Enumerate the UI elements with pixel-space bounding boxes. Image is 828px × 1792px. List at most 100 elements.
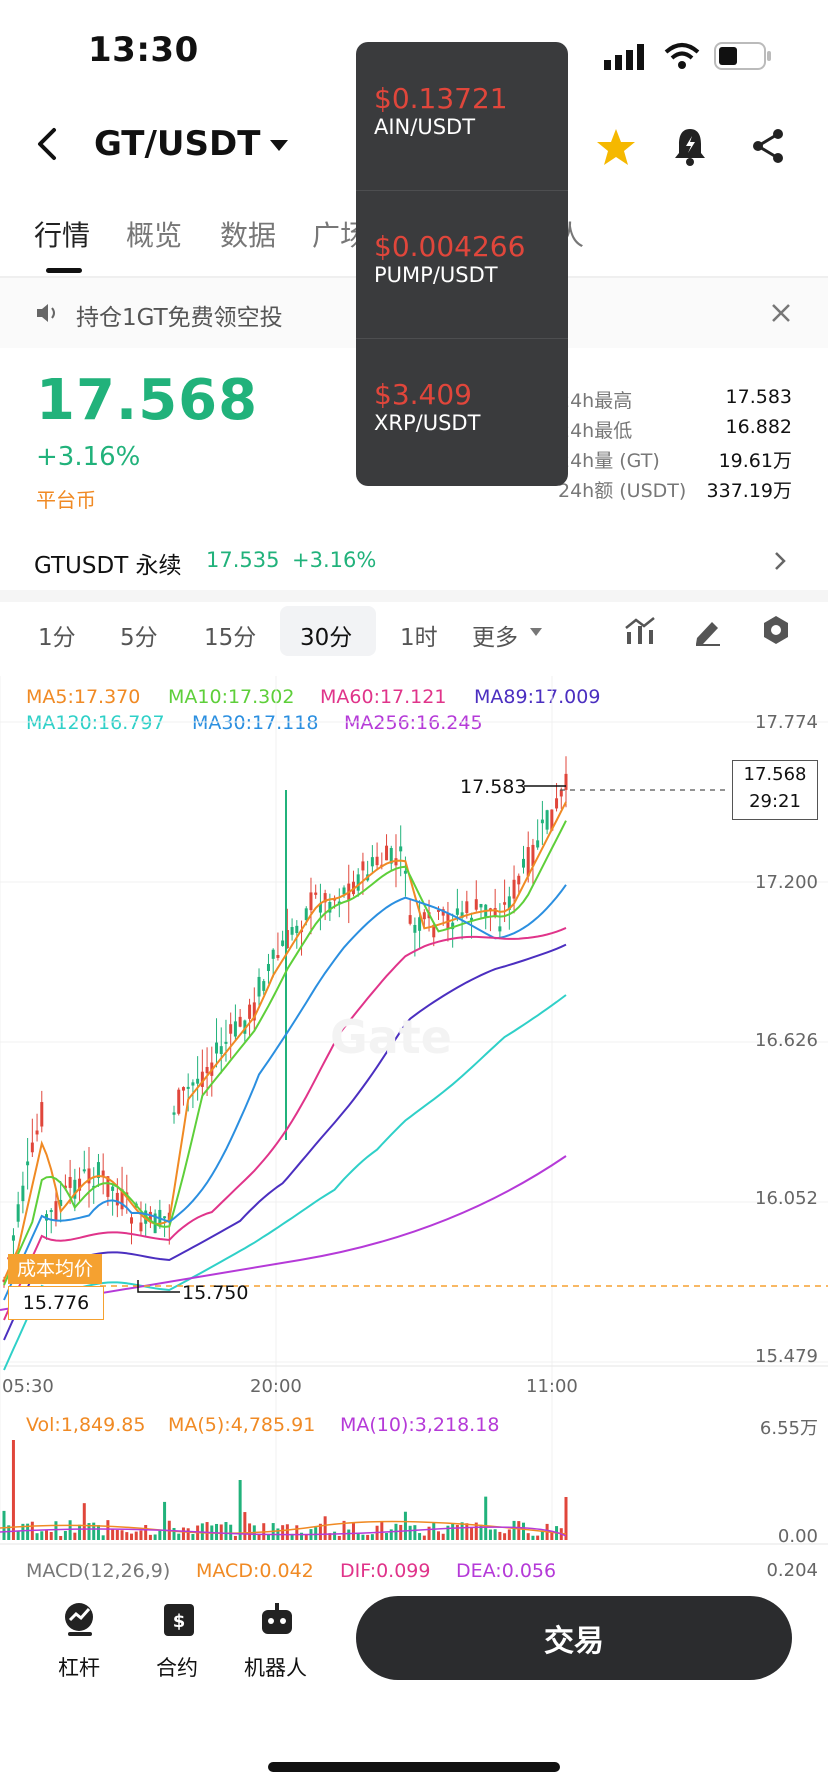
candle-body — [243, 1020, 247, 1034]
leverage-label[interactable]: 杠杆 — [58, 1656, 100, 1680]
interval-more[interactable]: 更多 — [472, 625, 518, 651]
price-change: +3.16% — [36, 442, 141, 472]
candle-body — [120, 1189, 124, 1210]
notice-text[interactable]: 持仓1GT免费领空投 — [76, 305, 283, 331]
volume-ma5-line — [0, 1520, 567, 1535]
back-icon[interactable] — [30, 126, 66, 162]
volume-bar — [385, 1533, 389, 1540]
interval-1m[interactable]: 1分 — [38, 625, 76, 651]
candle-body — [526, 847, 530, 877]
volume-bar — [488, 1529, 492, 1540]
pair-title[interactable]: GT/USDT — [94, 124, 261, 164]
interval-15m[interactable]: 15分 — [204, 625, 257, 651]
tab-overview[interactable]: 概览 — [126, 219, 183, 252]
volume-bar — [49, 1532, 53, 1540]
volume-bar — [337, 1535, 341, 1540]
chevron-right-icon[interactable] — [772, 550, 788, 576]
volume-bar — [380, 1521, 384, 1540]
volume-ma10-line — [0, 1526, 567, 1537]
candle-body — [521, 858, 525, 868]
candle-body — [172, 1112, 176, 1115]
popup-price: $0.004266 — [374, 230, 526, 263]
volume-bar — [300, 1532, 304, 1540]
perpetual-label[interactable]: GTUSDT 永续 — [34, 553, 182, 579]
volume-bar — [59, 1535, 63, 1540]
tab-market[interactable]: 行情 — [34, 219, 91, 252]
indicator-icon[interactable] — [624, 616, 656, 650]
volume-bar — [243, 1512, 247, 1540]
y-axis-label: 15.479 — [755, 1346, 818, 1367]
volume-bar — [342, 1520, 346, 1540]
contract-icon[interactable]: $ — [162, 1600, 196, 1642]
popup-divider — [356, 190, 568, 191]
volume-bar — [323, 1516, 327, 1540]
close-icon[interactable] — [770, 302, 792, 328]
volume-bar — [163, 1501, 167, 1540]
volume-bar — [186, 1528, 190, 1540]
current-price-value: 17.568 — [743, 764, 807, 785]
popup-item[interactable]: $3.409 XRP/USDT — [374, 378, 480, 435]
candle-body — [54, 1201, 58, 1221]
candlestick-chart[interactable] — [0, 676, 828, 1586]
low-marker-line — [137, 1280, 180, 1293]
bot-icon[interactable] — [258, 1600, 296, 1642]
candle-body — [385, 845, 389, 861]
cost-average-label[interactable]: 成本均价 — [8, 1254, 102, 1284]
candle-body — [215, 1042, 219, 1054]
caret-down-icon[interactable] — [530, 628, 542, 636]
ma89-legend: MA89:17.009 — [474, 686, 601, 708]
macd-legend: MACD(12,26,9) — [26, 1560, 171, 1582]
candle-body — [63, 1185, 67, 1189]
volume-bar — [418, 1533, 422, 1540]
candle-body — [470, 917, 474, 921]
volume-bar — [26, 1523, 30, 1540]
bot-label[interactable]: 机器人 — [244, 1656, 307, 1680]
popup-item[interactable]: $0.13721 AIN/USDT — [374, 82, 508, 139]
candle-body — [2, 1279, 6, 1282]
share-icon[interactable] — [750, 128, 786, 168]
interval-30m[interactable]: 30分 — [300, 625, 353, 651]
volume-bar — [451, 1523, 455, 1540]
x-axis-label: 11:00 — [526, 1376, 578, 1397]
alert-bell-icon[interactable] — [672, 126, 708, 170]
volume-bar — [389, 1529, 393, 1540]
interval-5m[interactable]: 5分 — [120, 625, 158, 651]
macd-max-label: 0.204 — [766, 1560, 818, 1581]
volume-bar — [436, 1531, 440, 1540]
stat-label-volume: 24h量 (GT) — [558, 450, 660, 472]
candle-body — [314, 892, 318, 895]
popup-item[interactable]: $0.004266 PUMP/USDT — [374, 230, 525, 287]
candle-body — [375, 856, 379, 866]
volume-bar — [507, 1529, 511, 1540]
chevron-down-icon[interactable] — [270, 140, 288, 151]
volume-bar — [82, 1503, 86, 1540]
category-tag[interactable]: 平台币 — [36, 488, 96, 512]
candle-body — [328, 902, 332, 913]
volume-bar — [540, 1531, 544, 1540]
tab-data[interactable]: 数据 — [220, 219, 277, 252]
volume-zero-label: 0.00 — [777, 1526, 818, 1547]
volume-bar — [92, 1522, 96, 1540]
candle-body — [399, 846, 403, 852]
trade-button[interactable]: 交易 — [356, 1596, 792, 1680]
candle-body — [413, 924, 417, 933]
candle-body — [451, 922, 455, 930]
ticker-popup[interactable]: $0.13721 AIN/USDT $0.004266 PUMP/USDT $3… — [356, 42, 568, 486]
stat-value-volume: 19.61万 — [718, 450, 792, 472]
y-axis-label: 17.774 — [755, 712, 818, 733]
settings-icon[interactable] — [760, 614, 792, 650]
interval-1h[interactable]: 1时 — [400, 625, 438, 651]
y-axis-label: 16.626 — [755, 1030, 818, 1051]
candle-body — [252, 1002, 256, 1021]
perpetual-price: 17.535 — [206, 548, 280, 572]
candle-body — [16, 1204, 20, 1222]
volume-bar — [474, 1522, 478, 1540]
candle-body — [356, 874, 360, 891]
star-icon[interactable] — [596, 128, 636, 170]
leverage-icon[interactable] — [62, 1600, 100, 1642]
stat-label-high: 24h最高 — [558, 390, 633, 412]
draw-tool-icon[interactable] — [692, 616, 724, 650]
contract-label[interactable]: 合约 — [156, 1656, 198, 1680]
volume-bar — [347, 1529, 351, 1540]
candle-body — [536, 840, 540, 848]
